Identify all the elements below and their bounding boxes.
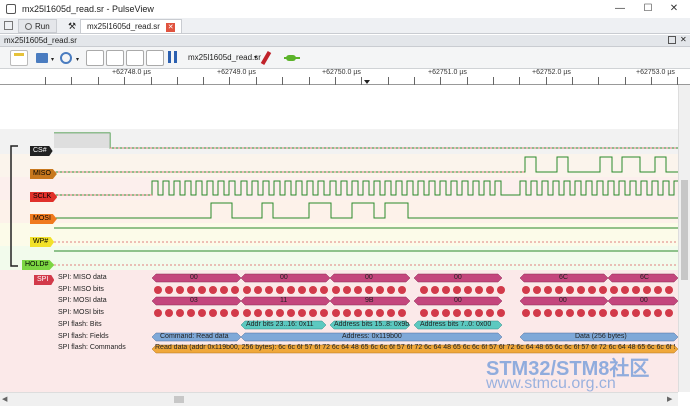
field-value: Address: 0x119b00 [342, 333, 402, 340]
wrench-icon[interactable]: ⚒ [68, 21, 77, 31]
channel-miso-label: MISO [33, 170, 51, 177]
zoom-fit-icon[interactable] [126, 50, 144, 66]
watermark-url: www.stmcu.org.cn [486, 375, 616, 392]
app-icon [6, 4, 16, 14]
decoder-spi-label: SPI [37, 276, 49, 283]
trace-view[interactable]: CS# MISO SCLK MOSI WP# HOLD# SPI SPI: MI… [0, 85, 678, 392]
connect-dropdown-icon[interactable]: ▾ [76, 57, 80, 63]
scroll-left-icon[interactable]: ◀ [2, 396, 8, 403]
mosi-data-value: 9B [365, 297, 374, 304]
minimize-button[interactable]: — [615, 3, 625, 14]
channel-sclk-label: SCLK [33, 193, 52, 200]
add-decoder-icon[interactable] [284, 52, 300, 64]
channel-hold-label: HOLD# [25, 261, 49, 268]
horizontal-scrollbar[interactable]: ◀ ▶ [0, 392, 678, 406]
probe-icon[interactable] [260, 50, 272, 66]
mosi-data-value: 11 [280, 297, 288, 304]
ruler-tick-label: +62750.0 µs [322, 69, 361, 76]
tab-run[interactable]: Run [18, 19, 57, 33]
miso-data-value: 00 [190, 274, 198, 281]
ruler-ticks [45, 77, 678, 85]
new-session-icon[interactable] [10, 50, 28, 66]
channel-cs[interactable]: CS# [30, 146, 53, 156]
zoom-one-icon[interactable] [146, 50, 164, 66]
vertical-scroll-thumb[interactable] [681, 180, 688, 280]
channel-wp-label: WP# [33, 238, 49, 245]
decoder-row-miso-bits: SPI: MISO bits [58, 286, 104, 293]
zoom-in-icon[interactable] [86, 50, 104, 66]
vertical-scrollbar[interactable] [678, 85, 690, 392]
mosi-data-value: 00 [454, 297, 462, 304]
tab-bar: Run ⚒ mx25l1605d_read.sr ✕ [0, 18, 690, 34]
toolbar: ▾ ▾ mx25l1605d_read.sr ▾ [0, 47, 690, 69]
tab-document-label: mx25l1605d_read.sr [87, 22, 160, 31]
decoder-row-commands: SPI flash: Commands [58, 344, 126, 351]
close-button[interactable]: ✕ [669, 3, 679, 14]
tab-close-icon[interactable]: ✕ [166, 23, 176, 32]
ruler-tick-label: +62749.0 µs [217, 69, 256, 76]
trace-waveforms [0, 129, 678, 392]
channel-wp[interactable]: WP# [30, 237, 55, 247]
channel-cs-label: CS# [33, 147, 47, 154]
ruler-tick-label: +62752.0 µs [532, 69, 571, 76]
flash-bits-value: Address bits 7..0: 0x00 [420, 321, 492, 328]
document-bar: mx25l1605d_read.sr ✕ [0, 35, 690, 47]
title-bar: mx25l1605d_read.sr - PulseView — ☐ ✕ [0, 0, 690, 18]
flash-bits-value: Address bits 15..8: 0x9b [334, 321, 410, 328]
open-dropdown-icon[interactable]: ▾ [51, 57, 55, 63]
tab-run-label: Run [35, 22, 50, 31]
mosi-data-value: 00 [640, 297, 648, 304]
maximize-button[interactable]: ☐ [643, 3, 653, 14]
decoder-row-flash-bits: SPI flash: Bits [58, 321, 102, 328]
channel-hold[interactable]: HOLD# [22, 260, 55, 270]
window-title: mx25l1605d_read.sr - PulseView [22, 4, 154, 14]
decoder-row-mosi-bits: SPI: MOSI bits [58, 309, 104, 316]
dock-close-icon[interactable]: ✕ [680, 35, 687, 44]
ruler-tick-label: +62753.0 µs [636, 69, 675, 76]
new-tab-icon[interactable] [4, 21, 13, 30]
field-value: Data (256 bytes) [575, 333, 627, 340]
mosi-data-value: 03 [190, 297, 198, 304]
decoder-row-miso-data: SPI: MISO data [58, 274, 107, 281]
decoder-row-mosi-data: SPI: MOSI data [58, 297, 107, 304]
command-value: Read data (addr 0x119b00, 256 bytes): 6c… [155, 344, 675, 351]
miso-data-value: 00 [280, 274, 288, 281]
decoder-spi-tag[interactable]: SPI [34, 275, 55, 285]
channel-miso[interactable]: MISO [30, 169, 57, 179]
ruler-tick-label: +62748.0 µs [112, 69, 151, 76]
run-icon [25, 23, 32, 30]
miso-data-value: 6C [559, 274, 568, 281]
horizontal-scroll-thumb[interactable] [174, 396, 184, 403]
field-value: Command: Read data [160, 333, 229, 340]
miso-data-value: 00 [365, 274, 373, 281]
device-dropdown-icon[interactable]: ▾ [254, 55, 258, 61]
device-selector[interactable]: mx25l1605d_read.sr [188, 53, 261, 62]
channel-mosi-label: MOSI [33, 215, 51, 222]
flash-bits-value: Addr bits 23..16: 0x11 [246, 321, 314, 328]
miso-data-value: 00 [454, 274, 462, 281]
channel-mosi[interactable]: MOSI [30, 214, 57, 224]
decoder-row-fields: SPI flash: Fields [58, 333, 109, 340]
zoom-out-icon[interactable] [106, 50, 124, 66]
ruler-tick-label: +62751.0 µs [428, 69, 467, 76]
miso-data-value: 6C [640, 274, 649, 281]
channel-sclk[interactable]: SCLK [30, 192, 58, 202]
tab-document[interactable]: mx25l1605d_read.sr ✕ [80, 19, 183, 33]
connect-icon[interactable] [58, 50, 76, 66]
open-icon[interactable] [34, 50, 52, 66]
document-name: mx25l1605d_read.sr [4, 36, 77, 45]
scroll-right-icon[interactable]: ▶ [667, 396, 673, 403]
watermark-text: STM32/STM8社区 [486, 358, 650, 380]
cursor-icon[interactable] [166, 51, 180, 65]
mosi-data-value: 00 [559, 297, 567, 304]
time-ruler[interactable]: +62748.0 µs +62749.0 µs +62750.0 µs +627… [0, 69, 690, 85]
float-icon[interactable] [668, 36, 676, 44]
